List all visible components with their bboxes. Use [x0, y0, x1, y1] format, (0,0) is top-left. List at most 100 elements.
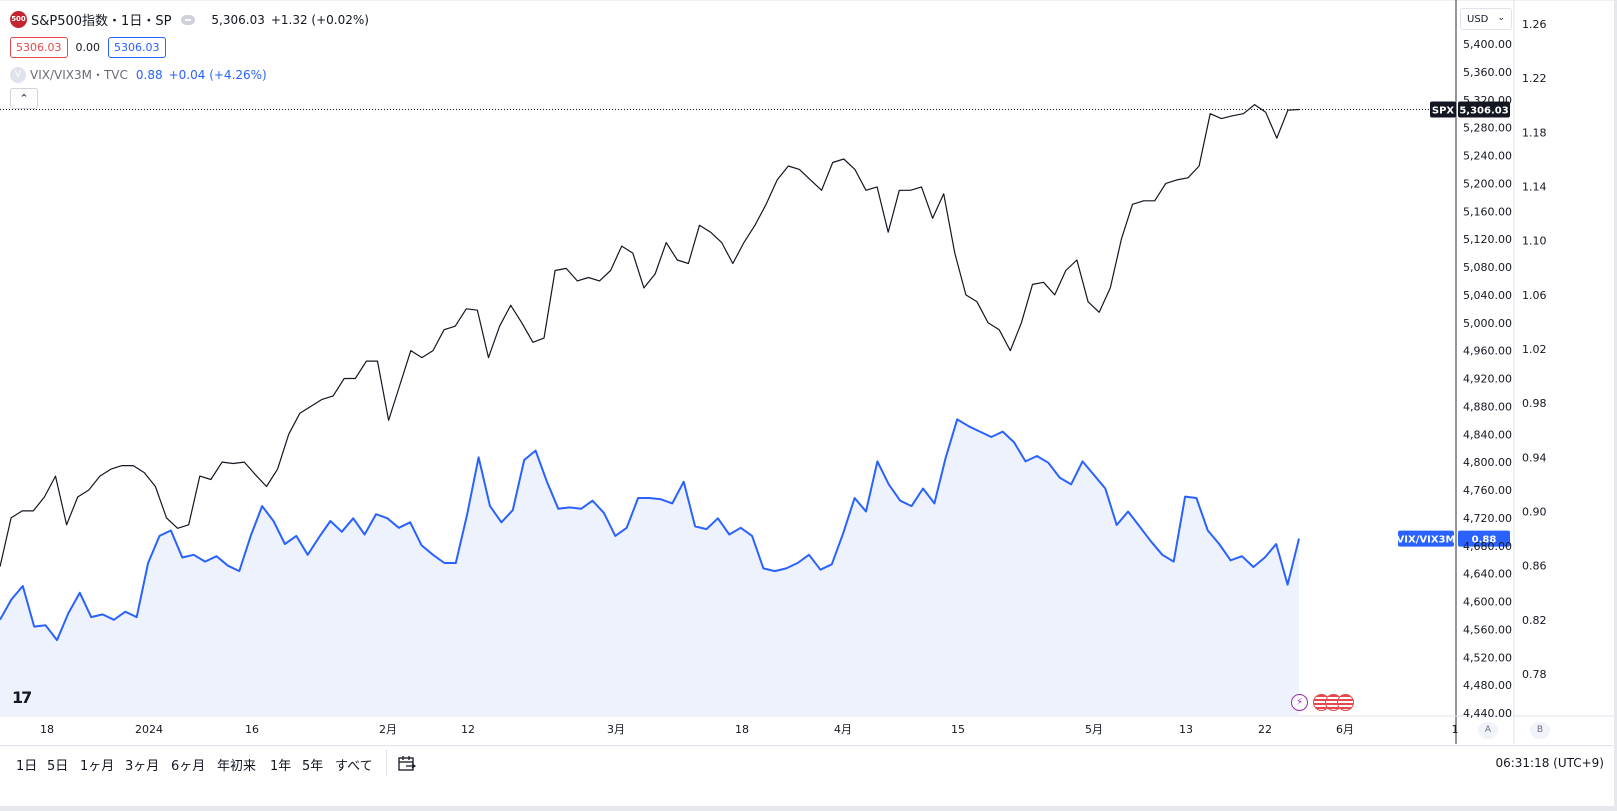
right-axis-button[interactable]: B	[1530, 722, 1550, 739]
price-tag-name: VIX/VIX3M	[1397, 535, 1456, 546]
x-axis-tick-label: 4月	[834, 723, 852, 736]
left-axis-tick-label: 5,400.00	[1463, 38, 1512, 51]
left-axis-tick-label: 4,800.00	[1463, 456, 1512, 469]
right-axis-tick-label: 0.78	[1522, 668, 1547, 681]
second-change: +0.04 (+4.26%)	[168, 67, 267, 82]
left-axis-tick-label: 5,000.00	[1463, 317, 1512, 330]
x-axis-tick-label: 12	[461, 723, 475, 736]
left-axis-tick-label: 4,960.00	[1463, 345, 1512, 358]
price-tag-name: SPX	[1432, 106, 1455, 117]
legend-second: V VIX/VIX3M・TVC 0.88 +0.04 (+4.26%)	[10, 66, 267, 83]
second-symbol-title[interactable]: VIX/VIX3M・TVC	[30, 68, 128, 82]
calendar-range-icon[interactable]	[397, 754, 417, 774]
x-axis-tick-label: 2月	[379, 723, 397, 736]
left-axis-tick-label: 5,360.00	[1463, 66, 1512, 79]
chevron-down-icon: ⌄	[1497, 13, 1505, 23]
range-3m-button[interactable]: 3ヶ月	[125, 759, 160, 774]
series-line-spx[interactable]	[0, 104, 1300, 567]
legend-main: 500 S&P500指数・1日・SP 5,306.03 +1.32 (+0.02…	[10, 10, 369, 29]
chevron-up-icon[interactable]: ⌃	[10, 88, 38, 109]
auto-scale-button[interactable]: A	[1478, 722, 1498, 739]
lightning-icon[interactable]: ⚡	[1291, 694, 1308, 711]
spread-value: 0.00	[75, 41, 101, 54]
vix-logo: V	[10, 66, 26, 83]
left-axis-tick-label: 5,080.00	[1463, 261, 1512, 274]
price-tag: VIX/VIX3M 0.88	[1397, 530, 1510, 547]
range-1m-button[interactable]: 1ヶ月	[80, 759, 115, 774]
second-value: 0.88	[135, 67, 163, 82]
divider	[386, 750, 387, 776]
x-axis-tick-label: 15	[951, 723, 965, 736]
x-axis-tick-label: 16	[245, 723, 259, 736]
sp500-logo: 500	[10, 11, 27, 28]
left-axis-tick-label: 4,720.00	[1463, 512, 1512, 525]
range-all-button[interactable]: すべて	[335, 759, 373, 774]
right-axis-tick-label: 0.94	[1522, 451, 1547, 464]
left-axis-tick-label: 4,640.00	[1463, 568, 1512, 581]
price-tag-value: 5,306.03	[1459, 106, 1508, 117]
x-axis-tick-label: 5月	[1085, 723, 1103, 736]
x-axis-tick-label: 6月	[1336, 723, 1354, 736]
right-axis-tick-label: 0.82	[1522, 614, 1547, 627]
left-axis-tick-label: 5,320.00	[1463, 94, 1512, 107]
tradingview-logo-icon[interactable]: 17	[12, 688, 32, 707]
price-tag-value-bg	[1458, 101, 1510, 118]
visibility-toggle-icon[interactable]	[181, 14, 196, 25]
range-1d-button[interactable]: 1日	[16, 759, 38, 774]
right-axis-tick-label: 0.86	[1522, 560, 1547, 573]
left-axis-tick-label: 4,880.00	[1463, 400, 1512, 413]
left-axis-tick-label: 5,280.00	[1463, 122, 1512, 135]
right-axis-tick-label: 1.14	[1522, 181, 1547, 194]
x-axis-tick-label: 18	[735, 723, 749, 736]
left-axis-tick-label: 4,440.00	[1463, 707, 1512, 720]
left-axis-tick-label: 4,920.00	[1463, 373, 1512, 386]
price-tag-value: 0.88	[1472, 535, 1497, 546]
price-tag-value-bg	[1458, 530, 1510, 547]
left-axis-tick-label: 5,160.00	[1463, 205, 1512, 218]
price-tag: SPX 5,306.03	[1430, 101, 1510, 118]
clock-display: 06:31:18 (UTC+9)	[1495, 756, 1604, 770]
left-axis-tick-label: 4,560.00	[1463, 623, 1512, 636]
right-axis-tick-label: 1.06	[1522, 289, 1547, 302]
x-axis-tick-label: 1	[1452, 723, 1459, 736]
left-axis-tick-label: 4,760.00	[1463, 484, 1512, 497]
ask-price-box[interactable]: 5306.03	[108, 37, 166, 58]
currency-select[interactable]: USD ⌄	[1460, 8, 1512, 30]
x-axis-tick-label: 18	[40, 723, 54, 736]
range-5y-button[interactable]: 5年	[302, 759, 324, 774]
left-axis-tick-label: 5,200.00	[1463, 177, 1512, 190]
left-axis-tick-label: 4,840.00	[1463, 428, 1512, 441]
main-last-price: 5,306.03	[211, 12, 265, 27]
bid-price-box[interactable]: 5306.03	[10, 37, 68, 58]
right-axis-tick-label: 1.22	[1522, 72, 1547, 85]
range-6m-button[interactable]: 6ヶ月	[171, 759, 206, 774]
left-axis-tick-label: 4,600.00	[1463, 596, 1512, 609]
range-5d-button[interactable]: 5日	[47, 759, 69, 774]
us-flag-icon[interactable]	[1337, 694, 1354, 711]
right-axis-tick-label: 1.26	[1522, 18, 1547, 31]
right-axis-tick-label: 1.10	[1522, 235, 1547, 248]
main-change: +1.32 (+0.02%)	[270, 12, 369, 27]
ratio-area-fill	[0, 419, 1299, 716]
range-1y-button[interactable]: 1年	[270, 759, 292, 774]
left-axis-tick-label: 4,480.00	[1463, 679, 1512, 692]
legend-bid-ask: 5306.03 0.00 5306.03	[10, 37, 174, 58]
bottom-toolbar: 1日 5日 1ヶ月 3ヶ月 6ヶ月 年初来 1年 5年 すべて 06:31:18…	[0, 745, 1614, 782]
right-axis-tick-label: 1.18	[1522, 126, 1547, 139]
x-axis-tick-label: 2024	[135, 723, 163, 736]
right-axis-tick-label: 0.98	[1522, 397, 1547, 410]
left-axis-tick-label: 4,520.00	[1463, 651, 1512, 664]
currency-label: USD	[1467, 13, 1489, 25]
series-line-vix-ratio[interactable]	[0, 418, 1300, 642]
range-ytd-button[interactable]: 年初来	[217, 759, 257, 774]
price-tag-name-bg	[1398, 530, 1454, 547]
left-axis-tick-label: 5,240.00	[1463, 150, 1512, 163]
main-symbol-title[interactable]: S&P500指数・1日・SP	[31, 14, 172, 29]
x-axis-tick-label: 13	[1179, 723, 1193, 736]
left-axis-tick-label: 5,040.00	[1463, 289, 1512, 302]
x-axis-tick-label: 22	[1258, 723, 1272, 736]
price-tag-name-bg	[1430, 101, 1456, 118]
x-axis-tick-label: 3月	[607, 723, 625, 736]
